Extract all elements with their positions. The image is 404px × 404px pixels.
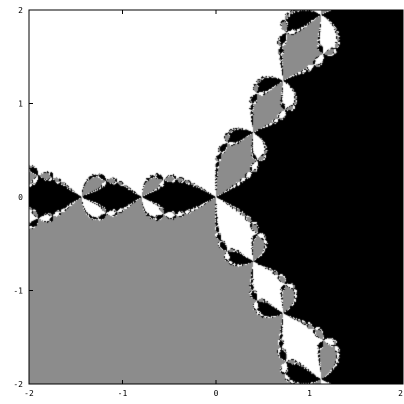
- x-tick-label: 2: [398, 389, 403, 398]
- fractal-image-area: [29, 10, 403, 384]
- y-tick-label: 1: [18, 100, 23, 109]
- y-tick-label: 0: [18, 193, 23, 202]
- y-tick-label: -1: [13, 287, 23, 296]
- x-tick-label: 0: [214, 389, 219, 398]
- y-tick-label: -2: [13, 380, 23, 389]
- y-tick-label: 2: [18, 6, 23, 15]
- newton-fractal-image: [29, 10, 403, 384]
- y-axis: -2 -1 0 1 2: [13, 6, 403, 389]
- x-tick-label: -2: [24, 389, 34, 398]
- x-tick-label: 1: [307, 389, 312, 398]
- x-tick-label: -1: [118, 389, 128, 398]
- x-axis: -2 -1 0 1 2: [24, 10, 404, 398]
